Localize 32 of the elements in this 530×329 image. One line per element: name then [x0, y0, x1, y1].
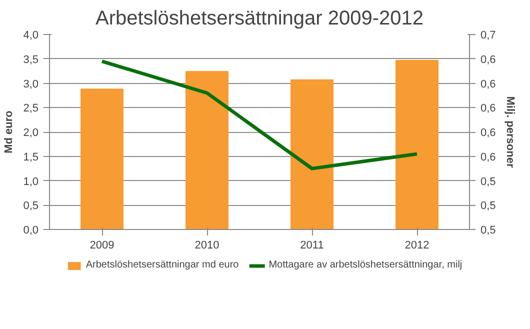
y2-tick-label: 0,6: [480, 54, 496, 66]
y2-tick-label: 0,6: [480, 102, 496, 115]
y-tick-label: 3,0: [23, 78, 39, 90]
y2-tick-label: 0,6: [480, 127, 496, 139]
y2-tick-label: 0,6: [480, 78, 496, 90]
y2-tick-label: 0,6: [480, 151, 496, 164]
y2-tick-label: 0,5: [480, 176, 496, 188]
x-tick-label: 2010: [194, 240, 220, 252]
y-axis-title: Md euro: [3, 110, 16, 154]
bar: [396, 60, 438, 230]
y-tick-label: 2,5: [23, 102, 39, 115]
y-tick-label: 4,0: [23, 30, 39, 42]
x-tick-label: 2011: [300, 240, 324, 252]
y2-tick-label: 0,5: [480, 224, 496, 236]
bar: [80, 88, 124, 230]
bar: [186, 71, 228, 230]
line-series: [100, 60, 419, 170]
legend-label: Mottagare av arbetslöshetsersättningar, milj: [268, 260, 462, 270]
y2-tick-label: 0,7: [480, 30, 496, 42]
y2-tick-label: 0,5: [480, 200, 496, 212]
chart-title: Arbetslöshetsersättningar 2009-2012: [96, 8, 424, 30]
y-tick-label: 0,0: [23, 224, 39, 236]
y-tick-label: 2,0: [23, 127, 39, 139]
y2-axis-title: Milj. personer: [504, 96, 516, 168]
y-tick-label: 3,5: [23, 54, 39, 66]
legend-label: Arbetslöshetsersättningar md euro: [86, 260, 239, 270]
y-tick-label: 1,0: [23, 176, 39, 188]
bar: [290, 79, 334, 230]
x-tick-label: 2012: [404, 240, 430, 252]
x-tick-label: 2009: [90, 240, 114, 252]
y-tick-label: 0,5: [23, 200, 39, 212]
y-tick-label: 1,5: [23, 151, 39, 164]
